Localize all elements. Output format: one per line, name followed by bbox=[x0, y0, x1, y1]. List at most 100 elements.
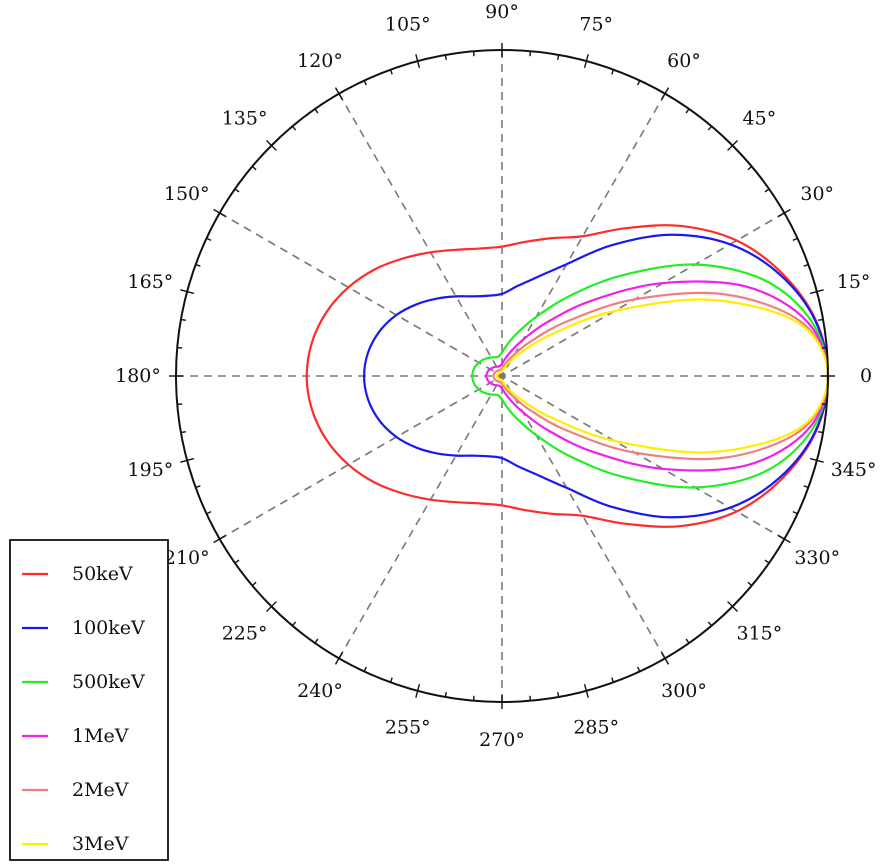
angle-label-15: 15° bbox=[837, 271, 871, 293]
minor-tick bbox=[764, 188, 770, 193]
series-line-500keV bbox=[471, 263, 830, 489]
angle-label-60: 60° bbox=[667, 50, 701, 72]
minor-tick bbox=[747, 165, 753, 171]
major-tick bbox=[213, 208, 227, 218]
legend-label-2MeV: 2MeV bbox=[72, 779, 129, 801]
major-tick bbox=[809, 289, 824, 295]
minor-tick bbox=[234, 188, 240, 193]
major-tick bbox=[180, 457, 195, 463]
minor-tick bbox=[291, 621, 297, 627]
minor-tick bbox=[234, 559, 240, 564]
minor-tick bbox=[363, 666, 367, 672]
legend-label-500keV: 500keV bbox=[72, 671, 145, 693]
minor-tick bbox=[818, 318, 824, 321]
minor-tick bbox=[195, 485, 201, 489]
major-tick bbox=[266, 140, 277, 151]
minor-tick bbox=[444, 692, 447, 698]
minor-tick bbox=[557, 692, 560, 698]
angle-label-225: 225° bbox=[222, 622, 268, 644]
angle-label-0: 0 bbox=[860, 365, 872, 387]
tick-label-layer: 0 15° 30° 45° 60° 75° 90° 105° 120° 135° 150° 165° 1… bbox=[115, 1, 876, 751]
minor-tick bbox=[792, 511, 798, 515]
major-tick bbox=[334, 651, 344, 665]
legend: 50keV 100keV 500keV 1MeV 2MeV 3MeV bbox=[9, 539, 169, 861]
minor-tick bbox=[611, 677, 615, 683]
angle-label-345: 345° bbox=[831, 459, 877, 481]
major-tick bbox=[660, 651, 670, 665]
major-tick bbox=[583, 683, 589, 698]
major-tick bbox=[415, 54, 421, 69]
minor-tick bbox=[389, 69, 393, 75]
axis-layer bbox=[169, 43, 835, 709]
minor-tick bbox=[818, 431, 824, 434]
angle-label-270: 270° bbox=[479, 729, 525, 751]
series-line-50keV bbox=[305, 224, 830, 528]
minor-tick bbox=[195, 263, 201, 267]
angle-label-255: 255° bbox=[385, 717, 431, 739]
legend-label-100keV: 100keV bbox=[72, 617, 145, 639]
minor-tick bbox=[747, 581, 753, 587]
angle-label-90: 90° bbox=[485, 1, 519, 23]
legend-label-1MeV: 1MeV bbox=[72, 725, 129, 747]
minor-tick bbox=[803, 485, 809, 489]
minor-tick bbox=[557, 54, 560, 60]
minor-tick bbox=[707, 125, 713, 131]
legend-label-50keV: 50keV bbox=[72, 563, 133, 585]
minor-tick bbox=[444, 54, 447, 60]
angle-label-30: 30° bbox=[800, 183, 834, 205]
angle-label-105: 105° bbox=[385, 13, 431, 35]
legend-box bbox=[9, 539, 169, 861]
minor-tick bbox=[251, 581, 257, 587]
minor-tick bbox=[180, 318, 186, 321]
minor-tick bbox=[314, 638, 319, 644]
legend-label-3MeV: 3MeV bbox=[72, 833, 129, 855]
minor-tick bbox=[792, 237, 798, 241]
major-tick bbox=[777, 208, 791, 218]
minor-tick bbox=[389, 677, 393, 683]
minor-tick bbox=[637, 80, 641, 86]
minor-tick bbox=[206, 511, 212, 515]
angle-label-195: 195° bbox=[128, 459, 174, 481]
minor-tick bbox=[291, 125, 297, 131]
angle-label-150: 150° bbox=[164, 183, 210, 205]
series-line-2MeV bbox=[492, 291, 830, 461]
major-tick bbox=[180, 289, 195, 295]
minor-tick bbox=[251, 165, 257, 171]
series-layer bbox=[305, 224, 830, 528]
series-line-100keV bbox=[363, 233, 830, 519]
minor-tick bbox=[685, 108, 690, 114]
angle-label-210: 210° bbox=[164, 547, 210, 569]
angle-label-240: 240° bbox=[297, 680, 343, 702]
minor-tick bbox=[363, 80, 367, 86]
major-tick bbox=[213, 534, 227, 544]
minor-tick bbox=[314, 108, 319, 114]
radial-gridline bbox=[219, 212, 785, 540]
angle-label-45: 45° bbox=[743, 108, 777, 130]
angle-label-135: 135° bbox=[222, 108, 268, 130]
minor-tick bbox=[637, 666, 641, 672]
minor-tick bbox=[685, 638, 690, 644]
angle-label-330: 330° bbox=[794, 547, 840, 569]
minor-tick bbox=[180, 431, 186, 434]
angle-label-180: 180° bbox=[115, 365, 161, 387]
major-tick bbox=[777, 534, 791, 544]
major-tick bbox=[727, 601, 738, 612]
minor-tick bbox=[611, 69, 615, 75]
angle-label-315: 315° bbox=[737, 622, 783, 644]
major-tick bbox=[727, 140, 738, 151]
minor-tick bbox=[206, 237, 212, 241]
major-tick bbox=[334, 87, 344, 101]
minor-tick bbox=[707, 621, 713, 627]
angle-label-75: 75° bbox=[579, 13, 613, 35]
angle-label-120: 120° bbox=[297, 50, 343, 72]
grid-layer bbox=[176, 50, 828, 702]
major-tick bbox=[660, 87, 670, 101]
angle-label-165: 165° bbox=[128, 271, 174, 293]
major-tick bbox=[809, 457, 824, 463]
major-tick bbox=[583, 54, 589, 69]
series-line-3MeV bbox=[496, 298, 830, 454]
series-line-1MeV bbox=[485, 280, 830, 472]
angle-label-300: 300° bbox=[661, 680, 707, 702]
minor-tick bbox=[803, 263, 809, 267]
